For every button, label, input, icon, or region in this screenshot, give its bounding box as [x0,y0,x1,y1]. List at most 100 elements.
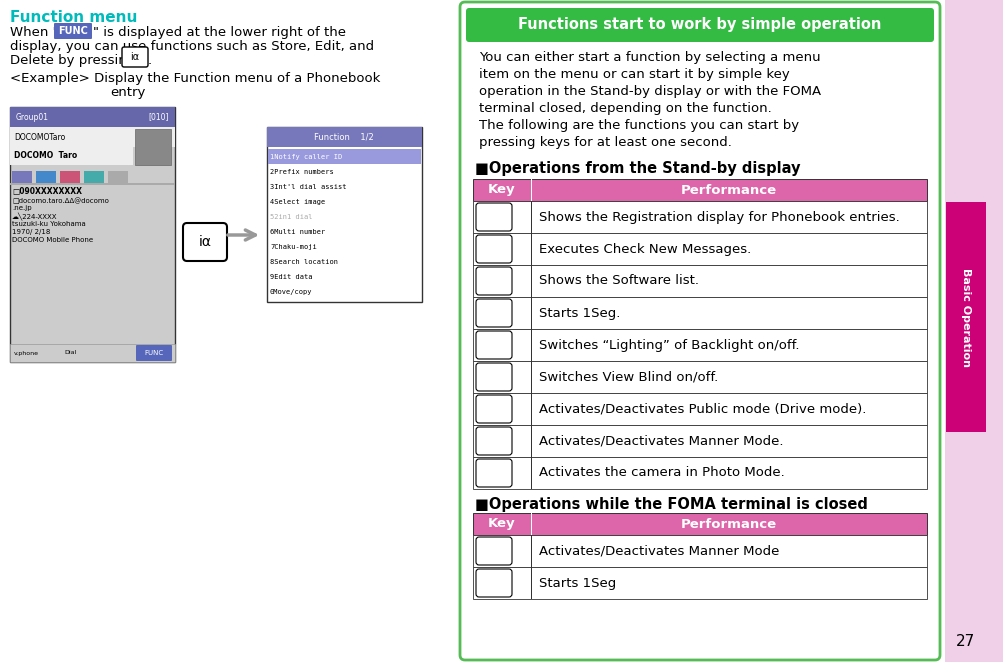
Text: Delete by pressing: Delete by pressing [10,54,135,67]
Text: [010]: [010] [148,113,169,122]
Text: Function menu: Function menu [10,10,137,25]
Text: 1Notify caller ID: 1Notify caller ID [270,154,342,160]
Bar [472,513,926,535]
FancyBboxPatch shape [475,395,512,423]
Text: 3Int'l dial assist: 3Int'l dial assist [270,184,346,190]
FancyBboxPatch shape [54,23,92,39]
FancyBboxPatch shape [475,331,512,359]
FancyBboxPatch shape [475,203,512,231]
Text: FUNC: FUNC [58,26,88,36]
Text: 27: 27 [956,634,975,649]
Bar [10,127,175,147]
Text: Basic Operation: Basic Operation [960,267,970,367]
Text: 7Chaku-moji: 7Chaku-moji [270,244,316,250]
FancyBboxPatch shape [475,235,512,263]
Bar [472,535,926,567]
Text: Functions start to work by simple operation: Functions start to work by simple operat… [518,17,881,32]
Text: operation in the Stand-by display or with the FOMA: operation in the Stand-by display or wit… [478,85,820,98]
Bar [267,127,421,147]
Text: Starts 1Seg.: Starts 1Seg. [539,307,620,320]
FancyBboxPatch shape [475,363,512,391]
Bar [267,127,421,302]
Text: Key: Key [487,518,516,530]
Bar [134,129,171,165]
FancyBboxPatch shape [475,569,512,597]
FancyBboxPatch shape [122,47,147,67]
Bar [108,171,127,183]
Bar [10,147,132,165]
Bar [10,183,175,185]
Bar [10,107,175,362]
Bar [472,457,926,489]
Text: DOCOMO  Taro: DOCOMO Taro [14,152,77,160]
Bar [60,171,80,183]
Text: Starts 1Seg: Starts 1Seg [539,577,616,589]
Text: DOCOMOTaro: DOCOMOTaro [14,132,65,142]
FancyBboxPatch shape [475,459,512,487]
Text: FUNC: FUNC [144,350,163,356]
Bar [472,329,926,361]
Text: Executes Check New Messages.: Executes Check New Messages. [539,242,750,256]
Text: Performance: Performance [680,183,776,197]
Text: 0Move/copy: 0Move/copy [270,289,312,295]
Text: Shows the Software list.: Shows the Software list. [539,275,698,287]
Text: DOCOMO Mobile Phone: DOCOMO Mobile Phone [12,237,93,243]
Bar [945,202,985,432]
Text: Group01: Group01 [16,113,49,122]
Text: pressing keys for at least one second.: pressing keys for at least one second. [478,136,731,149]
Text: You can either start a function by selecting a menu: You can either start a function by selec… [478,51,819,64]
Bar [472,233,926,265]
Text: ■Operations while the FOMA terminal is closed: ■Operations while the FOMA terminal is c… [474,497,867,512]
Text: iα: iα [130,52,139,62]
Text: iα: iα [199,235,212,249]
Text: 52in1 dial: 52in1 dial [270,214,312,220]
Text: v.phone: v.phone [14,350,39,355]
Bar [472,361,926,393]
Text: When ": When " [10,26,58,39]
FancyBboxPatch shape [135,345,172,361]
Text: The following are the functions you can start by: The following are the functions you can … [478,119,798,132]
Text: <Example> Display the Function menu of a Phonebook: <Example> Display the Function menu of a… [10,72,380,85]
Text: 8Search location: 8Search location [270,259,338,265]
Bar [944,0,1003,662]
Bar [472,393,926,425]
Text: ■Operations from the Stand-by display: ■Operations from the Stand-by display [474,161,799,176]
Text: ☁╲224-XXXX: ☁╲224-XXXX [12,213,57,221]
Bar [472,265,926,297]
Bar [472,425,926,457]
Bar [472,567,926,599]
FancyBboxPatch shape [475,299,512,327]
Text: Switches View Blind on/off.: Switches View Blind on/off. [539,371,717,383]
Text: 4Select image: 4Select image [270,199,325,205]
Text: .ne.jp: .ne.jp [12,205,31,211]
Text: Key: Key [487,183,516,197]
Text: 9Edit data: 9Edit data [270,274,312,280]
Text: Switches “Lighting” of Backlight on/off.: Switches “Lighting” of Backlight on/off. [539,338,798,352]
Text: □docomo.taro.ΔΔ@docomo: □docomo.taro.ΔΔ@docomo [12,197,108,204]
Bar [36,171,56,183]
Bar [10,344,175,362]
Text: entry: entry [110,86,145,99]
Text: item on the menu or can start it by simple key: item on the menu or can start it by simp… [478,68,789,81]
Bar [10,107,175,127]
Bar [12,171,32,183]
Text: Performance: Performance [680,518,776,530]
Text: " is displayed at the lower right of the: " is displayed at the lower right of the [93,26,346,39]
FancyBboxPatch shape [475,427,512,455]
FancyBboxPatch shape [459,2,939,660]
Text: .: . [147,54,152,67]
Bar [472,297,926,329]
Text: Activates/Deactivates Manner Mode: Activates/Deactivates Manner Mode [539,545,778,557]
FancyBboxPatch shape [183,223,227,261]
Text: Activates the camera in Photo Mode.: Activates the camera in Photo Mode. [539,467,784,479]
Text: Activates/Deactivates Manner Mode.: Activates/Deactivates Manner Mode. [539,434,782,448]
Text: Activates/Deactivates Public mode (Drive mode).: Activates/Deactivates Public mode (Drive… [539,402,866,416]
Bar [84,171,104,183]
Text: tsuzuki-ku Yokohama: tsuzuki-ku Yokohama [12,221,85,227]
Text: 2Prefix numbers: 2Prefix numbers [270,169,333,175]
Text: 6Multi number: 6Multi number [270,229,325,235]
Text: display, you can use functions such as Store, Edit, and: display, you can use functions such as S… [10,40,374,53]
Text: terminal closed, depending on the function.: terminal closed, depending on the functi… [478,102,771,115]
Text: □090XXXXXXXX: □090XXXXXXXX [12,187,82,196]
FancyBboxPatch shape [465,8,933,42]
